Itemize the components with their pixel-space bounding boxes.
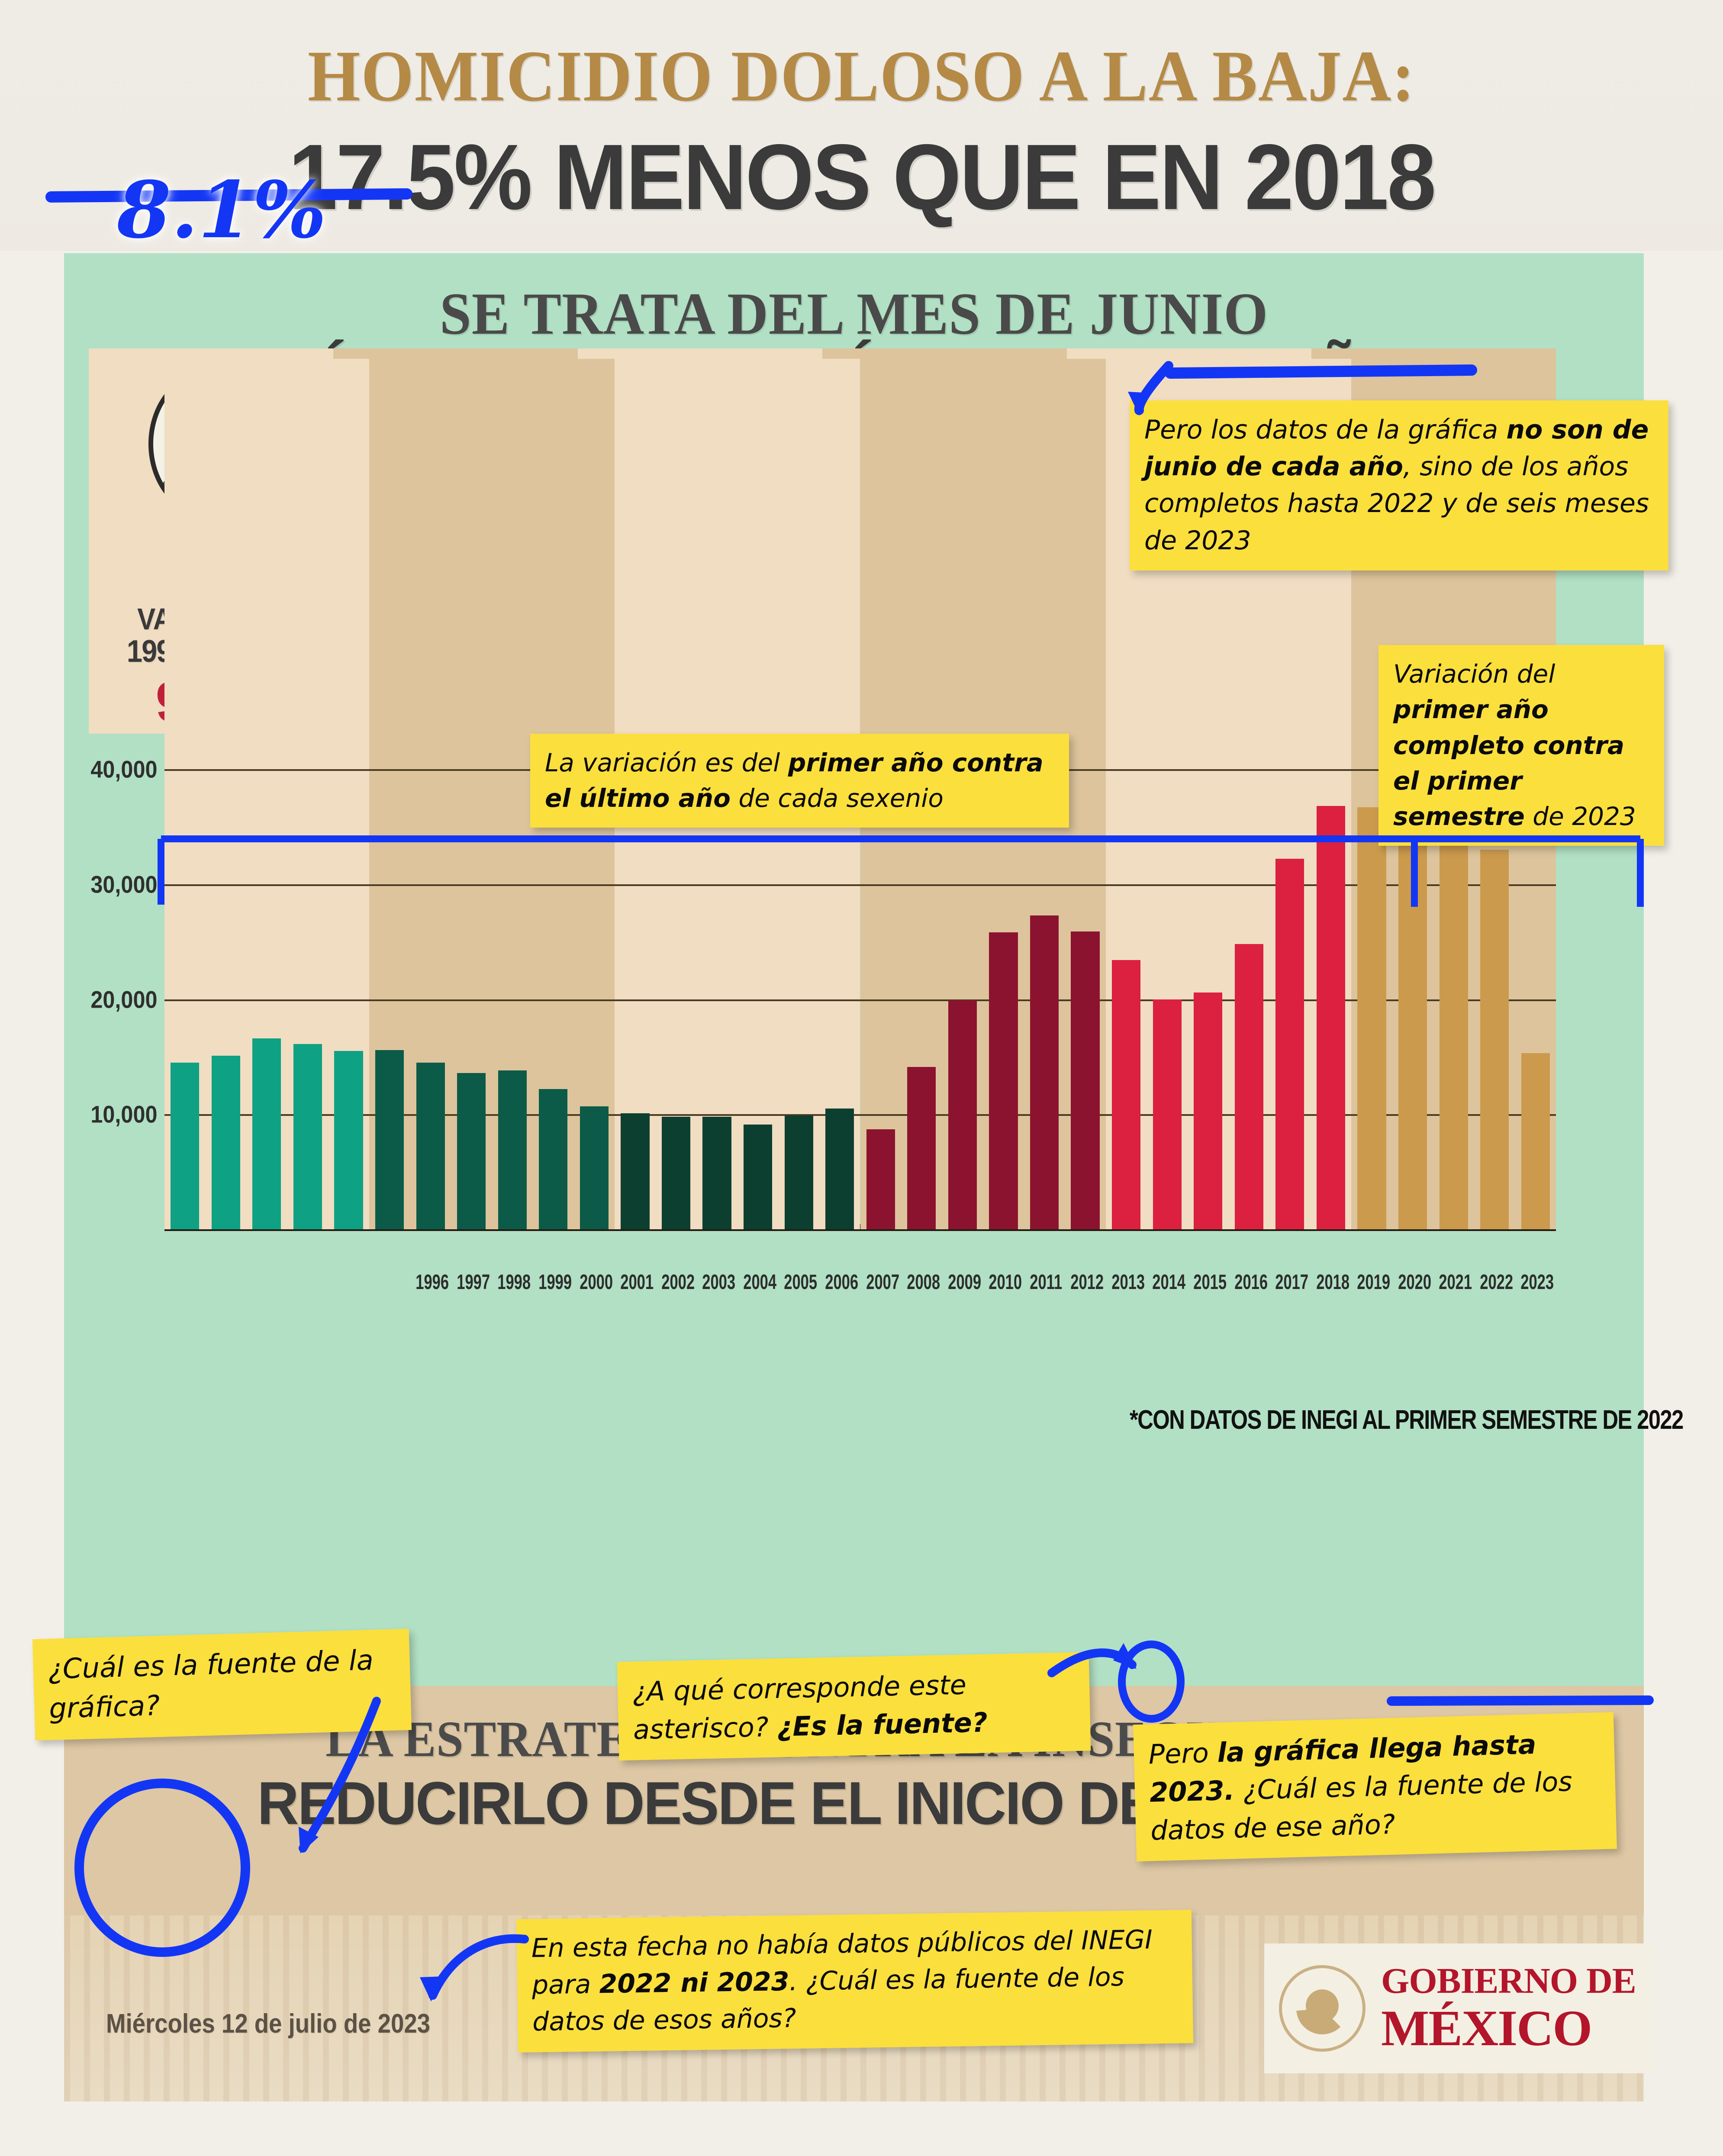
x-axis-label-2010: 2010 — [989, 1271, 1022, 1294]
gobierno-de-mexico-logo: GOBIERNO DE MÉXICO — [1264, 1943, 1654, 2073]
bar-2018[interactable] — [1316, 806, 1346, 1229]
chart-source-note: *CON DATOS DE INEGI AL PRIMER SEMESTRE D… — [1130, 1405, 1684, 1435]
note-sin-datos-publicos: En esta fecha no había datos públicos de… — [516, 1910, 1194, 2053]
x-axis-label-2002: 2002 — [661, 1271, 695, 1294]
note-text: En esta fecha no había datos públicos de… — [531, 1924, 1153, 2037]
x-axis-label-1999: 1999 — [538, 1271, 572, 1294]
x-axis-label-2015: 2015 — [1193, 1271, 1227, 1294]
y-axis-tick-20000: 20,000 — [90, 986, 158, 1013]
gridline-20000 — [164, 999, 1556, 1001]
bar-2004[interactable] — [744, 1125, 773, 1229]
bar-2009[interactable] — [948, 1000, 977, 1229]
bar-2001[interactable] — [621, 1113, 650, 1229]
note-text: Pero los datos de la gráfica no son de j… — [1144, 415, 1649, 556]
x-axis-label-2020: 2020 — [1398, 1271, 1431, 1294]
bar-2020[interactable] — [1398, 807, 1427, 1229]
x-axis-label-2022: 2022 — [1480, 1271, 1513, 1294]
bar-2005[interactable] — [784, 1115, 813, 1229]
bar-1996[interactable] — [416, 1062, 445, 1229]
x-axis-label-2019: 2019 — [1357, 1271, 1391, 1294]
note-grafica-llega-2023: Pero la gráfica llega hasta 2023. ¿Cuál … — [1133, 1712, 1617, 1862]
header-kicker: HOMICIDIO DOLOSO A LA BAJA: — [307, 36, 1416, 116]
note-text: Variación del primer año completo contra… — [1393, 659, 1636, 831]
x-axis-label-1997: 1997 — [457, 1271, 490, 1294]
bar-2022[interactable] — [1480, 850, 1509, 1229]
bar-1992[interactable] — [252, 1038, 281, 1229]
bar-1994[interactable] — [334, 1051, 363, 1229]
x-axis-label-2003: 2003 — [702, 1271, 736, 1294]
note-asterisco: ¿A qué corresponde este asterisco? ¿Es l… — [617, 1652, 1091, 1761]
x-axis-label-2021: 2021 — [1439, 1271, 1472, 1294]
bar-1997[interactable] — [457, 1073, 486, 1229]
page-title: 17.5% MENOS QUE EN 2018 — [288, 125, 1436, 229]
bar-2019[interactable] — [1357, 807, 1386, 1229]
bar-2015[interactable] — [1194, 992, 1223, 1229]
bar-2008[interactable] — [907, 1067, 936, 1229]
y-axis-tick-10000: 10,000 — [90, 1100, 158, 1128]
y-axis-tick-30000: 30,000 — [90, 870, 158, 898]
bar-2013[interactable] — [1112, 960, 1141, 1229]
logo-text: GOBIERNO DE MÉXICO — [1381, 1963, 1636, 2054]
x-axis-label-2014: 2014 — [1152, 1271, 1186, 1294]
bar-2017[interactable] — [1275, 859, 1304, 1229]
y-axis-tick-40000: 40,000 — [90, 755, 158, 783]
bar-2012[interactable] — [1071, 931, 1100, 1229]
note-fuente-de-la-grafica: ¿Cuál es la fuente de la gráfica? — [32, 1628, 412, 1740]
x-axis-label-2006: 2006 — [825, 1271, 859, 1294]
bar-2003[interactable] — [702, 1116, 731, 1229]
x-axis-label-2011: 2011 — [1029, 1271, 1062, 1294]
bar-1995[interactable] — [375, 1050, 404, 1229]
x-axis-label-2017: 2017 — [1275, 1271, 1309, 1294]
bar-1990[interactable] — [171, 1062, 200, 1229]
x-axis-label-2016: 2016 — [1234, 1271, 1268, 1294]
x-axis-label-2004: 2004 — [743, 1271, 776, 1294]
header-banner: HOMICIDIO DOLOSO A LA BAJA: 17.5% MENOS … — [0, 0, 1723, 251]
x-axis-label-2007: 2007 — [866, 1271, 899, 1294]
bar-1993[interactable] — [293, 1044, 322, 1229]
x-axis-label-2009: 2009 — [947, 1271, 981, 1294]
x-axis-label-2013: 2013 — [1111, 1271, 1145, 1294]
x-axis-label-1998: 1998 — [497, 1271, 531, 1294]
x-axis-label-2005: 2005 — [784, 1271, 818, 1294]
bar-2021[interactable] — [1439, 813, 1468, 1229]
bar-1991[interactable] — [211, 1055, 240, 1229]
x-axis-label-2001: 2001 — [620, 1271, 654, 1294]
gridline-30000 — [164, 884, 1556, 886]
mexican-coat-of-arms-icon — [1279, 1965, 1366, 2052]
bar-2000[interactable] — [580, 1106, 609, 1229]
subtitle-line-1: SE TRATA DEL MES DE JUNIO — [439, 280, 1269, 347]
x-axis-labels: 1996 1997 1998 1999 2000 2001 2002 2003 2004 2005… — [164, 1260, 1556, 1294]
bar-2002[interactable] — [661, 1116, 691, 1229]
note-text: ¿Cuál es la fuente de la gráfica? — [47, 1644, 374, 1725]
bar-2016[interactable] — [1234, 944, 1263, 1229]
note-text: Pero la gráfica llega hasta 2023. ¿Cuál … — [1148, 1728, 1573, 1847]
bar-2014[interactable] — [1153, 999, 1182, 1229]
bar-2010[interactable] — [989, 932, 1018, 1229]
bar-2011[interactable] — [1030, 915, 1059, 1229]
note-primer-anio-completo: Variación del primer año completo contra… — [1378, 645, 1664, 846]
logo-line-2: MÉXICO — [1381, 2000, 1592, 2056]
bar-2023[interactable] — [1521, 1053, 1550, 1229]
x-axis-label-2008: 2008 — [907, 1271, 940, 1294]
gridline-10000 — [164, 1114, 1556, 1116]
x-axis-label-1996: 1996 — [415, 1271, 449, 1294]
logo-line-1: GOBIERNO DE — [1381, 1961, 1636, 2001]
bar-2006[interactable] — [825, 1109, 854, 1229]
x-axis-label-2000: 2000 — [579, 1271, 613, 1294]
note-datos-no-junio: Pero los datos de la gráfica no son de j… — [1130, 400, 1668, 570]
x-axis-label-2018: 2018 — [1316, 1271, 1349, 1294]
publication-date: Miércoles 12 de julio de 2023 — [106, 2009, 431, 2039]
bar-1998[interactable] — [498, 1070, 527, 1229]
handwritten-correction-8-1-percent: 8.1% — [117, 164, 327, 256]
bar-1999[interactable] — [539, 1089, 568, 1229]
bar-2007[interactable] — [866, 1129, 895, 1229]
note-variacion-primer-ultimo: La variación es del primer año contra el… — [530, 734, 1069, 828]
note-text: La variación es del primer año contra el… — [545, 748, 1043, 813]
x-axis-label-2023: 2023 — [1520, 1271, 1554, 1294]
x-axis-label-2012: 2012 — [1070, 1271, 1104, 1294]
note-text: ¿A qué corresponde este asterisco? ¿Es l… — [632, 1669, 988, 1746]
